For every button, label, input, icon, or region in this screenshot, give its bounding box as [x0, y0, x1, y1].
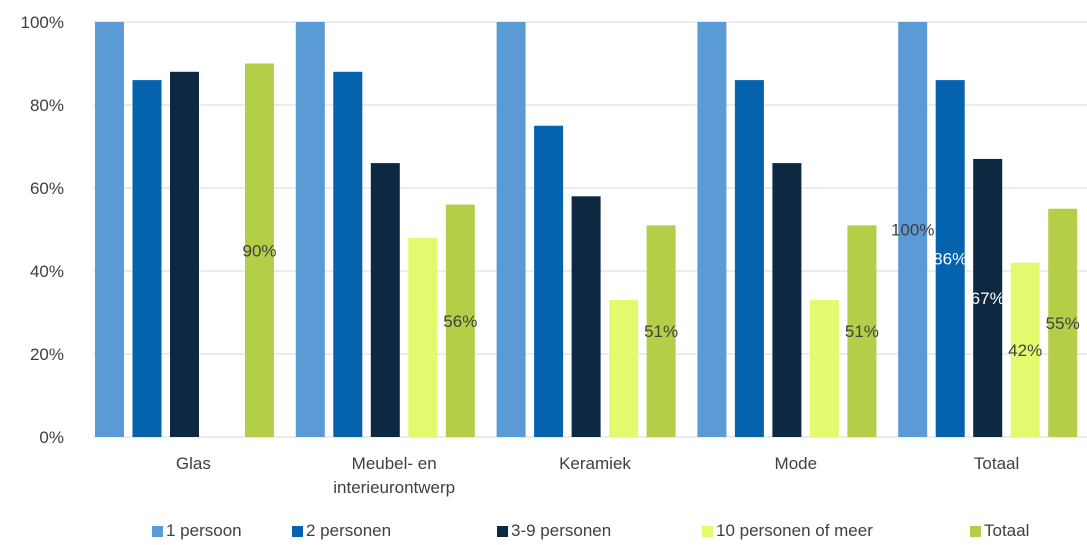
x-category-label: Glas: [176, 454, 211, 473]
bar: [132, 80, 162, 437]
x-axis-category-labels: Glas Meubel- en interieurontwerp Keramiek Mo…: [176, 454, 1019, 497]
bar: [772, 163, 802, 437]
data-label: 55%: [1046, 314, 1080, 333]
y-tick-label: 80%: [30, 96, 64, 115]
bar: [697, 22, 727, 437]
legend-swatch: [152, 525, 163, 537]
data-label: 42%: [1008, 341, 1042, 360]
data-label: 100%: [891, 221, 934, 240]
bar: [734, 80, 764, 437]
legend-item: 10 personen of meer: [702, 521, 873, 541]
bar: [609, 300, 639, 437]
legend-item: 2 personen: [292, 521, 391, 541]
bar: [973, 158, 1003, 437]
data-labels: 100% 86% 67% 42% 90% 56% 51% 51% 55%: [242, 221, 1079, 360]
bar: [245, 63, 274, 437]
x-category-label: Totaal: [974, 454, 1019, 473]
legend-label: 3-9 personen: [511, 521, 612, 540]
data-label: 86%: [933, 250, 967, 269]
bar: [445, 204, 475, 437]
bar: [95, 22, 124, 437]
y-tick-label: 60%: [30, 179, 64, 198]
data-label: 67%: [971, 289, 1005, 308]
y-tick-label: 40%: [30, 262, 64, 281]
bar: [898, 22, 928, 437]
y-tick-label: 20%: [30, 345, 64, 364]
bars: [95, 22, 1078, 438]
y-tick-label: 100%: [21, 13, 64, 32]
legend-swatch: [970, 525, 981, 537]
legend-item: 3-9 personen: [497, 521, 611, 541]
x-category-label: Mode: [775, 454, 818, 473]
data-label: 51%: [644, 322, 678, 341]
legend-label: 1 persoon: [166, 521, 242, 540]
bar: [571, 196, 601, 437]
data-label: 90%: [242, 241, 276, 260]
legend-item: 1 persoon: [152, 521, 242, 541]
x-category-label: Keramiek: [559, 454, 631, 473]
bar: [408, 237, 438, 437]
bar: [295, 22, 325, 437]
legend-item: Totaal: [970, 521, 1029, 541]
bar: [496, 22, 526, 437]
bar: [847, 225, 877, 437]
bar: [935, 80, 965, 437]
bar: [1010, 262, 1040, 437]
legend-swatch: [497, 525, 508, 537]
legend-swatch: [702, 525, 713, 537]
y-axis-tick-labels: 0% 20% 40% 60% 80% 100%: [21, 13, 64, 447]
data-label: 56%: [443, 312, 477, 331]
bar: [170, 71, 199, 438]
legend-label: 10 personen of meer: [716, 521, 873, 540]
bar: [1048, 208, 1078, 437]
legend-label: Totaal: [984, 521, 1030, 540]
bar: [534, 125, 564, 437]
bar: [809, 300, 839, 437]
bar: [370, 163, 400, 437]
legend-label: 2 personen: [306, 521, 392, 540]
bar: [333, 71, 363, 438]
y-tick-label: 0%: [39, 428, 64, 447]
legend: 1 persoon 2 personen 3-9 personen 10 person…: [0, 521, 1087, 545]
bar: [646, 225, 676, 437]
x-category-label: interieurontwerp: [333, 478, 455, 497]
data-label: 51%: [845, 322, 879, 341]
x-category-label: Meubel- en: [352, 454, 437, 473]
legend-swatch: [292, 525, 303, 537]
